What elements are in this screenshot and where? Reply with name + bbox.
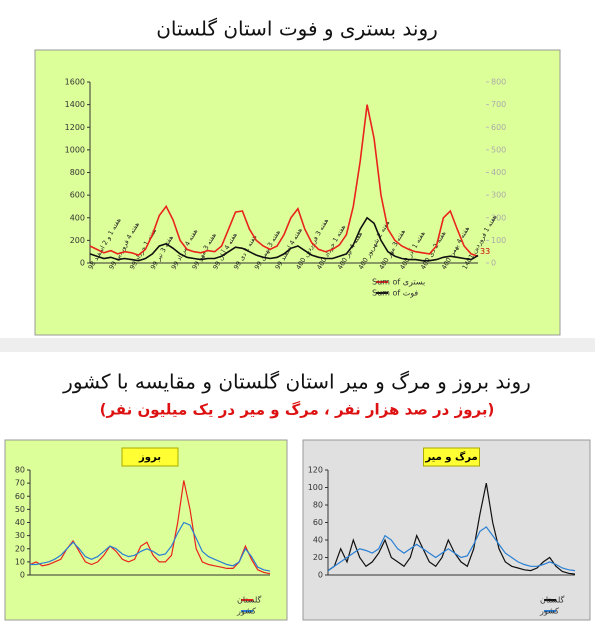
y-tick-label: 120: [308, 466, 323, 475]
legend-label: بستری Sum of: [372, 278, 425, 287]
y2-tick-label: 700: [491, 100, 506, 109]
legend-label: گلستان: [237, 595, 262, 605]
data-label: 33: [480, 247, 490, 256]
y-tick-label: 1200: [65, 123, 85, 132]
title: روند بستری و فوت استان گلستان: [156, 17, 438, 41]
series-line: [89, 216, 479, 262]
y-tick-label: 200: [70, 236, 85, 245]
chart-title: بروز: [138, 452, 161, 463]
y-tick-label: 20: [313, 553, 323, 562]
y-tick-label: 600: [70, 191, 85, 200]
chart-title: مرگ و میر: [424, 450, 477, 463]
title-box: [121, 447, 179, 467]
series-line: [30, 521, 271, 572]
subtitle: (بروز در صد هزار نفر ، مرگ و میر در یک م…: [100, 401, 495, 419]
legend-label: کشور: [539, 607, 559, 616]
y2-tick-label: 600: [491, 123, 506, 132]
y-tick-label: 60: [15, 492, 25, 501]
y-tick-label: 40: [313, 536, 323, 545]
y-tick-label: 10: [15, 557, 25, 566]
y-tick-label: 0: [20, 571, 25, 580]
y-tick-label: 80: [15, 466, 25, 475]
y-tick-label: 30: [15, 531, 25, 540]
y-tick-label: 100: [308, 483, 323, 492]
plot-background: [302, 439, 591, 621]
series-line: [327, 526, 576, 572]
legend-label: گلستان: [540, 595, 565, 605]
series-line: [327, 482, 576, 575]
y2-tick-label: 100: [491, 236, 506, 245]
divider: [0, 338, 595, 352]
y2-tick-label: 800: [491, 78, 506, 87]
y2-tick-label: 500: [491, 145, 506, 154]
y-tick-label: 0: [80, 259, 85, 268]
y2-tick-label: 200: [491, 213, 506, 222]
y-tick-label: 400: [70, 213, 85, 222]
y-tick-label: 70: [15, 479, 25, 488]
y-tick-label: 1000: [65, 145, 85, 154]
y-tick-label: 800: [70, 168, 85, 177]
y-tick-label: 80: [313, 501, 323, 510]
y-tick-label: 60: [313, 518, 323, 527]
legend-label: فوت Sum of: [372, 289, 418, 298]
series-line: [89, 104, 479, 257]
y2-tick-label: 400: [491, 168, 506, 177]
y-tick-label: 40: [15, 518, 25, 527]
y-tick-label: 1600: [65, 78, 85, 87]
plot-background: [4, 439, 288, 621]
y-tick-label: 20: [15, 544, 25, 553]
plot-background: [34, 49, 561, 336]
y-tick-label: 0: [318, 571, 323, 580]
y-tick-label: 50: [15, 505, 25, 514]
title: روند بروز و مرگ و میر استان گلستان و مقا…: [62, 370, 531, 394]
y-tick-label: 1400: [65, 100, 85, 109]
legend-label: کشور: [236, 607, 256, 616]
y2-tick-label: 300: [491, 191, 506, 200]
title-box: [423, 447, 480, 467]
y2-tick-label: 0: [491, 259, 496, 268]
